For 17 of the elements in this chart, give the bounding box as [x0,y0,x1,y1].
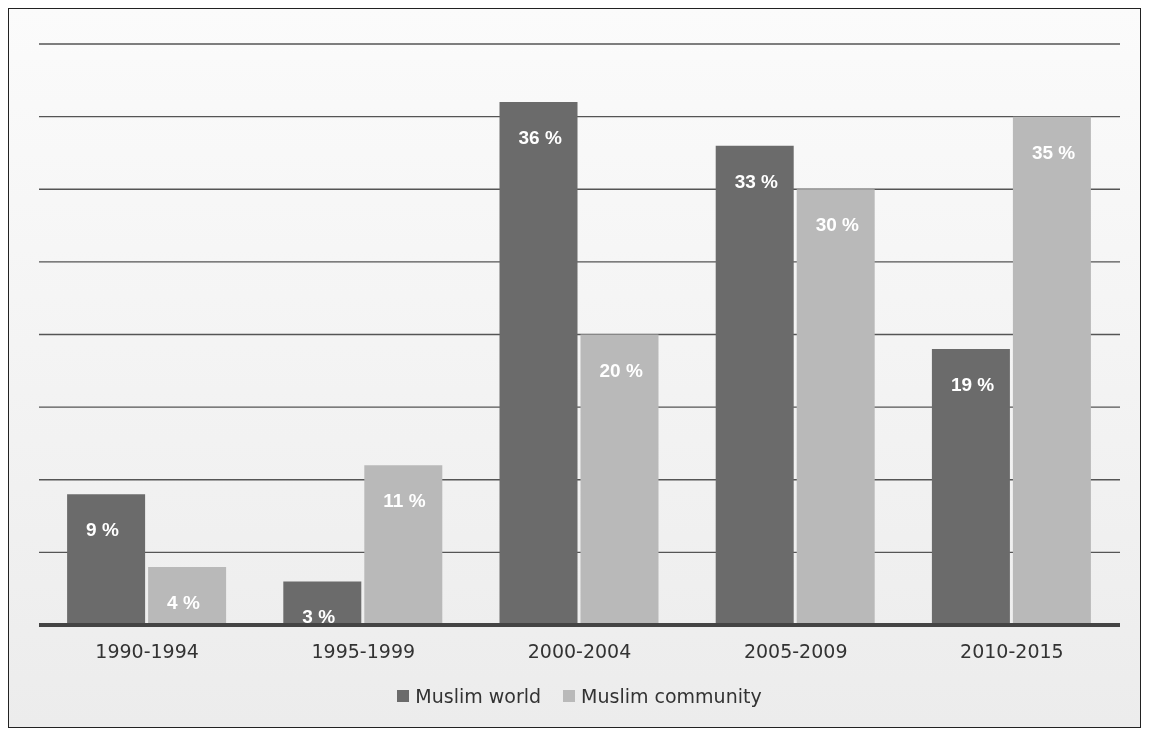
data-label: 19 % [950,374,995,396]
data-label: 9 % [86,519,119,541]
x-tick-label: 2005-2009 [743,640,848,663]
x-tick-label: 2000-2004 [527,640,632,663]
data-label: 11 % [383,490,426,512]
data-label: 35 % [1031,141,1076,163]
data-label: 36 % [518,127,562,149]
data-label: 3 % [302,606,336,628]
data-label: 4 % [167,591,200,613]
x-tick-label: 2010-2015 [960,640,1064,663]
data-label: 33 % [734,170,779,192]
data-label: 30 % [815,214,860,236]
x-tick-label: 1995-1999 [311,640,416,663]
legend-label: Muslim community [581,685,762,707]
x-tick-label: 1990-1994 [95,640,199,663]
data-label: 20 % [599,359,643,381]
legend-label: Muslim world [415,685,542,707]
